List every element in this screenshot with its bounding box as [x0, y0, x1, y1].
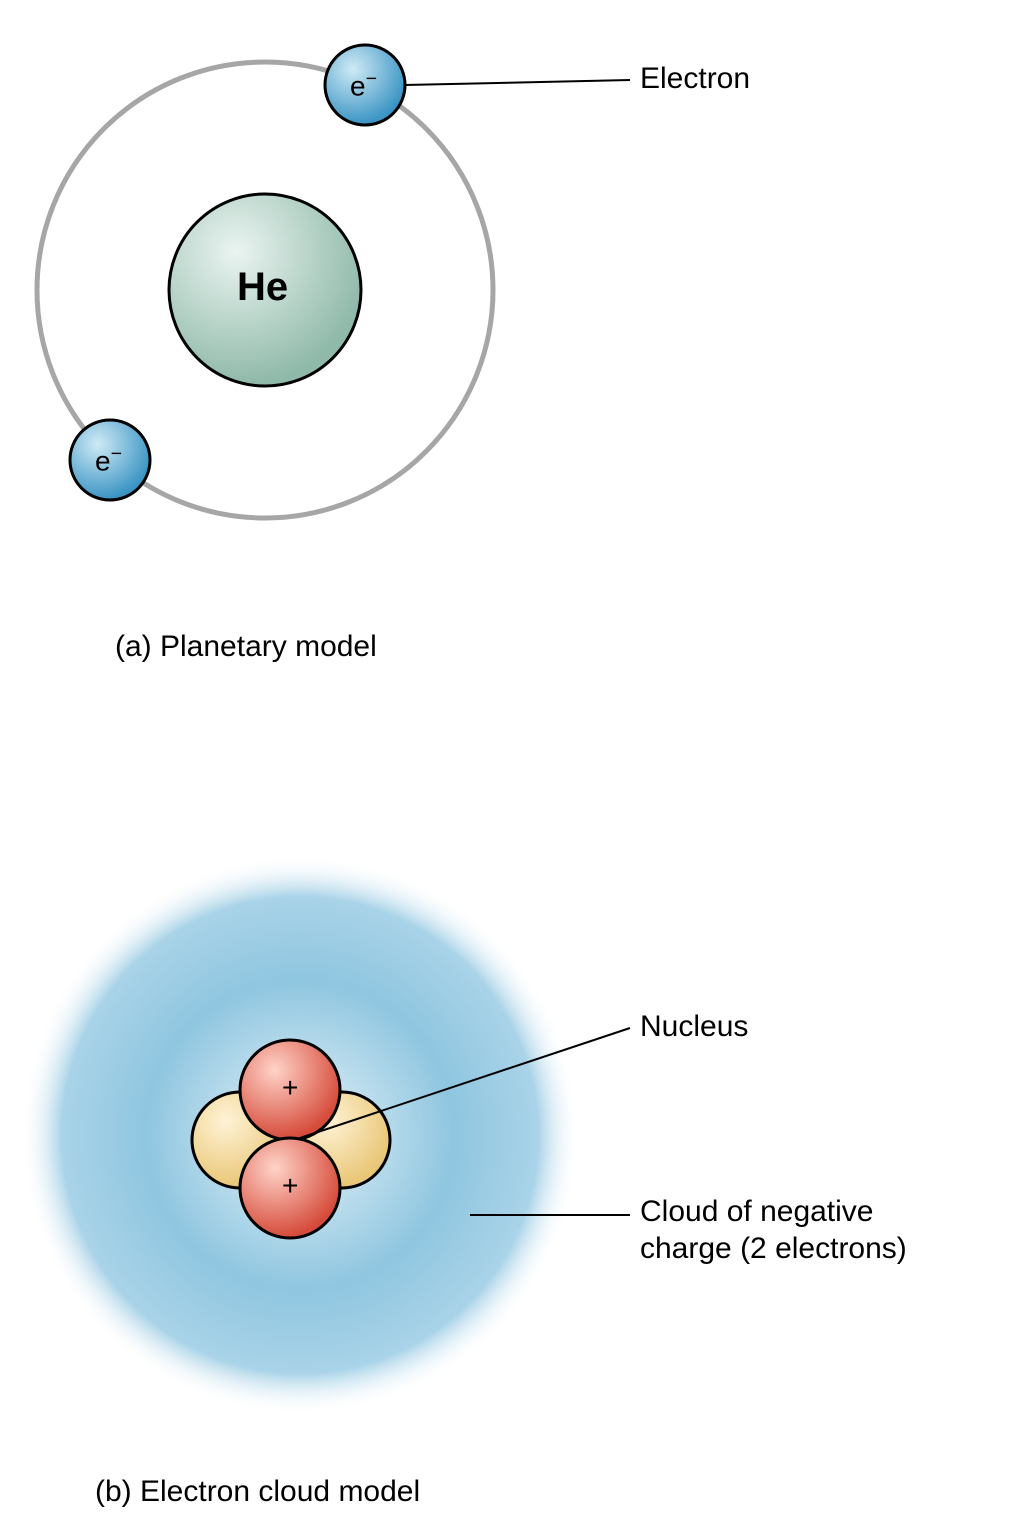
electron-symbol-bottom: e−	[95, 443, 122, 477]
electron-cloud-svg	[0, 840, 1012, 1540]
electron-callout-line	[405, 80, 630, 85]
electron-label: Electron	[640, 62, 750, 96]
atom-models-diagram: He e− e− Electron (a) Planetary model	[0, 0, 1012, 1537]
electron-symbol-top: e−	[350, 68, 377, 102]
proton-plus-top: +	[282, 1072, 298, 1104]
proton-plus-bottom: +	[282, 1170, 298, 1202]
he-symbol: He	[237, 265, 288, 310]
nucleus-label: Nucleus	[640, 1010, 748, 1044]
caption-a: (a) Planetary model	[115, 630, 377, 664]
caption-b: (b) Electron cloud model	[95, 1475, 420, 1509]
cloud-label-line2: charge (2 electrons)	[640, 1232, 907, 1266]
cloud-label-line1: Cloud of negative	[640, 1195, 874, 1229]
